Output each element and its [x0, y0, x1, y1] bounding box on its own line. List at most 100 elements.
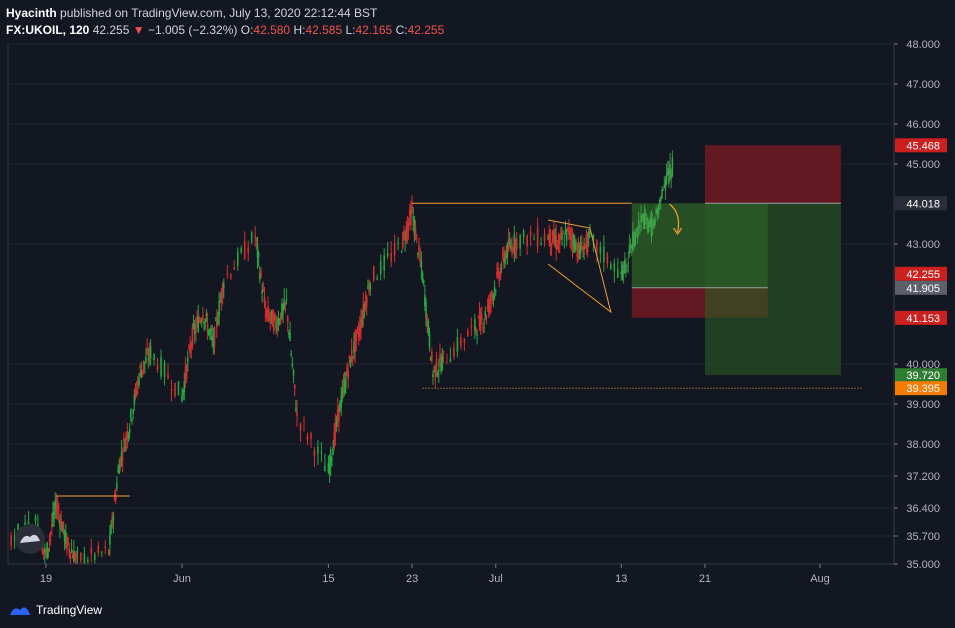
price-axis[interactable]: 48.000 47.000 46.000 45.000 43.000 40.000 39.0…: [893, 39, 940, 571]
candle-body: [267, 306, 269, 317]
candle-body: [434, 365, 437, 378]
candle-body: [195, 326, 197, 333]
candle-body: [13, 536, 16, 541]
candle-body: [10, 535, 12, 546]
candle-body: [427, 321, 430, 333]
projected-candle-body: [647, 219, 649, 234]
candle-body: [428, 332, 431, 347]
candle-body: [400, 251, 403, 253]
projected-candle-body: [640, 215, 642, 224]
candle-body: [272, 315, 275, 331]
projected-candle-body: [655, 209, 657, 214]
candle-body: [489, 302, 491, 304]
short-position-target-zone: [704, 203, 841, 376]
candle-body: [188, 346, 190, 349]
candle-body: [417, 253, 419, 256]
candle-body: [76, 551, 79, 553]
candle-body: [364, 301, 367, 309]
candle-body: [191, 327, 194, 346]
tradingview-brand[interactable]: TradingView: [36, 603, 103, 617]
candle-body: [519, 235, 521, 249]
candle-body: [56, 505, 59, 511]
candle-body: [616, 269, 619, 278]
annotations: [56, 202, 862, 497]
candle-body: [565, 228, 568, 241]
time-tick-label: Jul: [489, 573, 503, 585]
candle-body: [505, 251, 508, 257]
time-tick-label: 23: [406, 573, 418, 585]
last-price: 42.255: [92, 23, 130, 37]
candle-body: [182, 389, 184, 395]
candle-body: [289, 333, 291, 342]
candle-body: [410, 209, 412, 226]
projected-candle-body: [641, 215, 643, 217]
tradingview-logo-icon[interactable]: [8, 602, 32, 618]
candle-body: [324, 465, 326, 472]
candle-body: [361, 319, 363, 325]
candle-body: [118, 464, 121, 474]
candle-body: [463, 338, 466, 343]
candle-body: [442, 350, 445, 353]
candle-body: [498, 274, 501, 281]
projected-candle-body: [630, 246, 633, 249]
candle-body: [149, 346, 152, 359]
candle-body: [432, 373, 434, 378]
candle-body: [449, 358, 452, 363]
tv-watermark-icon[interactable]: [15, 524, 45, 554]
candle-body: [73, 550, 75, 563]
projected-candle-body: [671, 156, 674, 176]
candle-body: [107, 549, 110, 555]
candle-body: [513, 234, 516, 251]
candle-body: [548, 234, 551, 243]
price-label-box: [895, 266, 947, 281]
candle-body: [561, 234, 563, 240]
candle-body: [592, 234, 595, 242]
candle-body: [205, 313, 208, 316]
symbol-name[interactable]: FX:UKOIL, 120: [6, 23, 90, 37]
price-tick-label: 45.000: [906, 159, 940, 171]
price-tick-label: 47.000: [906, 79, 940, 91]
candle-body: [233, 267, 236, 270]
candle-body: [190, 344, 193, 348]
candle-body: [506, 243, 509, 258]
time-axis[interactable]: 19 Jun 15 23 Jul 13 21 Aug: [8, 563, 894, 585]
candle-body: [333, 430, 336, 448]
candle-body: [342, 384, 345, 386]
candle-body: [522, 230, 525, 237]
candle-body: [259, 272, 261, 280]
candle-body: [422, 280, 425, 283]
candle-body: [425, 301, 427, 318]
projected-candle-body: [648, 222, 650, 228]
candle-body: [412, 216, 415, 220]
candle-body: [125, 434, 127, 440]
price-label-text: 41.153: [906, 313, 940, 325]
candle-body: [415, 234, 418, 236]
publish-header: Hyacinth published on TradingView.com, J…: [6, 5, 377, 22]
candle-body: [556, 245, 559, 250]
candle-body: [263, 296, 266, 304]
candle-body: [127, 433, 130, 439]
projected-candle-body: [626, 265, 628, 267]
candle-body: [55, 505, 58, 513]
candle-body: [310, 433, 312, 439]
candle-body: [418, 244, 420, 252]
candle-body: [110, 525, 112, 534]
candle-body: [250, 232, 253, 243]
candle-body: [485, 315, 488, 319]
candle-body: [68, 547, 71, 553]
projected-candle-body: [633, 240, 635, 242]
candle-body: [435, 358, 438, 375]
candle-body: [130, 409, 132, 418]
candle-body: [143, 362, 146, 365]
candle-body: [63, 531, 66, 542]
candle-body: [42, 549, 45, 551]
author-name[interactable]: Hyacinth: [6, 6, 57, 20]
candle-body: [348, 355, 351, 358]
candle-body: [223, 283, 225, 288]
candle-body: [568, 226, 570, 236]
candle-body: [146, 349, 148, 353]
price-tick-label: 35.700: [906, 531, 940, 543]
candle-body: [336, 408, 339, 421]
candle-body: [584, 243, 587, 245]
